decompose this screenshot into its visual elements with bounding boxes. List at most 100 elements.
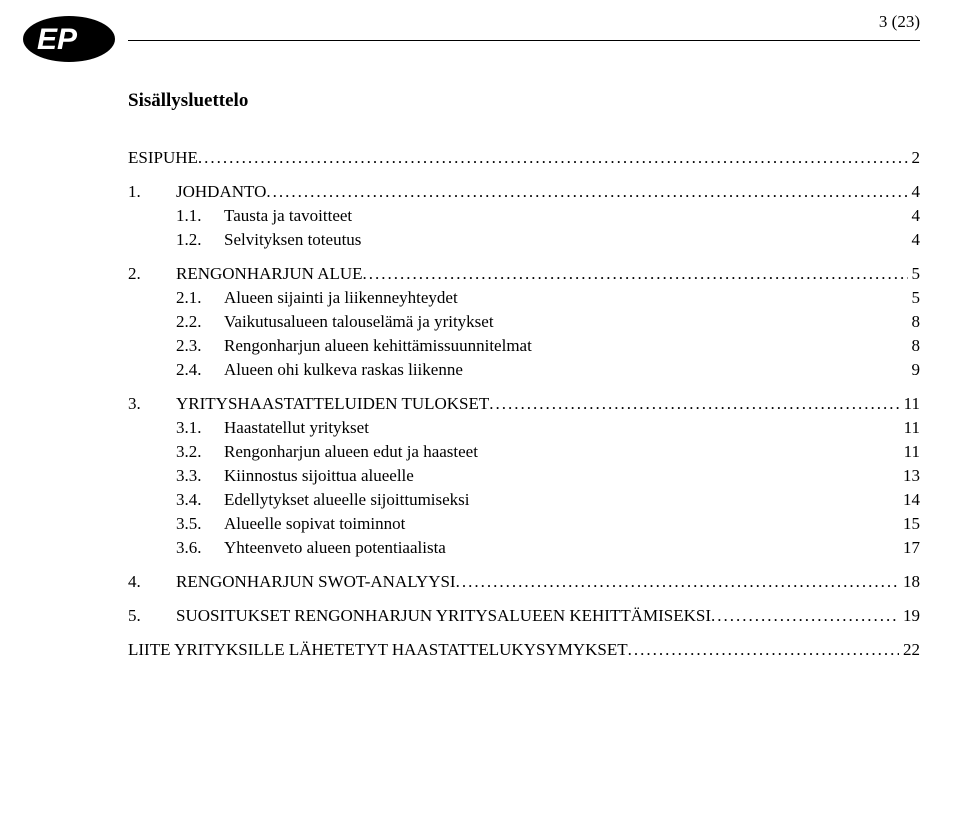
toc-entry: 1.2.Selvityksen toteutus 4	[128, 230, 920, 250]
toc-entry-title: ESIPUHE	[128, 148, 198, 167]
toc-entry-page: 5	[888, 288, 920, 308]
toc-entry: 3.1.Haastatellut yritykset 11	[128, 418, 920, 438]
page-number: 3 (23)	[879, 12, 920, 32]
toc-entry: 3.2.Rengonharjun alueen edut ja haasteet…	[128, 442, 920, 462]
toc-entry-title: Selvityksen toteutus	[224, 230, 361, 249]
toc-entry-page: 8	[888, 312, 920, 332]
toc-entry-label: 4.RENGONHARJUN SWOT-ANALYYSI	[128, 572, 456, 592]
toc-entry-title: Edellytykset alueelle sijoittumiseksi	[224, 490, 470, 509]
toc-entry: 3.3.Kiinnostus sijoittua alueelle13	[128, 466, 920, 486]
ep-logo-text: EP	[37, 23, 78, 56]
toc-entry-label: 5.SUOSITUKSET RENGONHARJUN YRITYSALUEEN …	[128, 606, 711, 626]
toc-entry-title: RENGONHARJUN ALUE	[176, 264, 363, 283]
toc-entry-title: RENGONHARJUN SWOT-ANALYYSI	[176, 572, 456, 591]
toc-entry-title: Vaikutusalueen talouselämä ja yritykset	[224, 312, 494, 331]
toc-entry-number: 3.2.	[176, 442, 224, 462]
toc-entry-label: 2.RENGONHARJUN ALUE	[128, 264, 363, 284]
toc-entry-title: LIITE YRITYKSILLE LÄHETETYT HAASTATTELUK…	[128, 640, 628, 659]
toc-entry-number: 2.1.	[176, 288, 224, 308]
toc-entry-number: 2.2.	[176, 312, 224, 332]
toc-entry: 2.2.Vaikutusalueen talouselämä ja yrityk…	[128, 312, 920, 332]
toc-entry-page: 15	[888, 514, 920, 534]
toc-entry-number: 1.1.	[176, 206, 224, 226]
ep-logo-svg: EP	[23, 16, 115, 62]
toc-entry-page: 4	[888, 206, 920, 226]
toc-entry-label: 3.3.Kiinnostus sijoittua alueelle	[176, 466, 414, 486]
toc-dot-leader	[711, 606, 899, 626]
toc-entry-number: 2.3.	[176, 336, 224, 356]
toc-entry: 2.4.Alueen ohi kulkeva raskas liikenne9	[128, 360, 920, 380]
toc-entry-page: 14	[888, 490, 920, 510]
toc-entry-page: 2	[908, 148, 921, 168]
toc-entry-label: ESIPUHE	[128, 148, 198, 168]
toc-entry-number: 2.	[128, 264, 176, 284]
toc-entry: 3.4.Edellytykset alueelle sijoittumiseks…	[128, 490, 920, 510]
toc-entry-title: YRITYSHAASTATTELUIDEN TULOKSET	[176, 394, 489, 413]
toc-entry-number: 3.3.	[176, 466, 224, 486]
toc-entry: 1.JOHDANTO 4	[128, 182, 920, 202]
toc-entry: LIITE YRITYKSILLE LÄHETETYT HAASTATTELUK…	[128, 640, 920, 660]
toc-dot-leader	[489, 394, 899, 414]
toc-entry-label: 1.1.Tausta ja tavoitteet	[176, 206, 352, 226]
toc-entry-page: 5	[908, 264, 921, 284]
toc-heading: Sisällysluettelo	[128, 90, 920, 112]
toc-entry-title: Tausta ja tavoitteet	[224, 206, 352, 225]
toc-entry-label: 3.1.Haastatellut yritykset	[176, 418, 369, 438]
toc-entry: 4.RENGONHARJUN SWOT-ANALYYSI 18	[128, 572, 920, 592]
content-area: Sisällysluettelo ESIPUHE 21.JOHDANTO 41.…	[128, 90, 920, 664]
toc-dot-leader	[266, 182, 907, 202]
header-rule	[128, 40, 920, 41]
toc-entry-title: Kiinnostus sijoittua alueelle	[224, 466, 414, 485]
toc-entry-title: Yhteenveto alueen potentiaalista	[224, 538, 446, 557]
toc-entry-page: 17	[888, 538, 920, 558]
toc-entry-number: 3.6.	[176, 538, 224, 558]
toc-entry-label: 2.2.Vaikutusalueen talouselämä ja yrityk…	[176, 312, 494, 332]
toc-entry-title: Rengonharjun alueen edut ja haasteet	[224, 442, 478, 461]
toc-entry-page: 11	[900, 394, 920, 414]
toc-entry: 2.3.Rengonharjun alueen kehittämissuunni…	[128, 336, 920, 356]
toc-entry-title: SUOSITUKSET RENGONHARJUN YRITYSALUEEN KE…	[176, 606, 711, 625]
ep-logo: EP	[23, 16, 115, 62]
toc-entry-number: 1.2.	[176, 230, 224, 250]
toc-entry: 5.SUOSITUKSET RENGONHARJUN YRITYSALUEEN …	[128, 606, 920, 626]
toc-entry-number: 3.	[128, 394, 176, 414]
toc-entry: 2.1.Alueen sijainti ja liikenneyhteydet 5	[128, 288, 920, 308]
document-page: EP 3 (23) Sisällysluettelo ESIPUHE 2 1.JO…	[0, 0, 960, 820]
toc-entry: 3.6.Yhteenveto alueen potentiaalista 17	[128, 538, 920, 558]
toc-entry-page: 4	[908, 182, 921, 202]
toc-entry-label: 2.1.Alueen sijainti ja liikenneyhteydet	[176, 288, 458, 308]
toc-entry: 3.YRITYSHAASTATTELUIDEN TULOKSET 11	[128, 394, 920, 414]
toc-entry-page: 8	[888, 336, 920, 356]
toc-entry-label: 2.4.Alueen ohi kulkeva raskas liikenne	[176, 360, 463, 380]
toc-entry-label: 3.5.Alueelle sopivat toiminnot	[176, 514, 405, 534]
toc-entry-title: JOHDANTO	[176, 182, 266, 201]
toc-dot-leader	[198, 148, 908, 168]
toc-entry-number: 5.	[128, 606, 176, 626]
toc-entry: 2.RENGONHARJUN ALUE 5	[128, 264, 920, 284]
toc-entry-label: 2.3.Rengonharjun alueen kehittämissuunni…	[176, 336, 532, 356]
toc-entry-title: Alueelle sopivat toiminnot	[224, 514, 405, 533]
toc-entry-page: 22	[899, 640, 920, 660]
toc-entry-label: 1.JOHDANTO	[128, 182, 266, 202]
toc-dot-leader	[628, 640, 899, 660]
toc-entry-page: 18	[899, 572, 920, 592]
toc-entry-number: 3.1.	[176, 418, 224, 438]
toc-entry-number: 1.	[128, 182, 176, 202]
toc-entry-page: 19	[899, 606, 920, 626]
toc-entry-label: LIITE YRITYKSILLE LÄHETETYT HAASTATTELUK…	[128, 640, 628, 660]
toc-entry-title: Haastatellut yritykset	[224, 418, 369, 437]
toc-dot-leader	[456, 572, 899, 592]
toc-entry-number: 2.4.	[176, 360, 224, 380]
toc-entry: ESIPUHE 2	[128, 148, 920, 168]
toc-entry-page: 4	[888, 230, 920, 250]
table-of-contents: ESIPUHE 21.JOHDANTO 41.1.Tausta ja tavoi…	[128, 148, 920, 660]
toc-entry-label: 3.YRITYSHAASTATTELUIDEN TULOKSET	[128, 394, 489, 414]
toc-entry: 1.1.Tausta ja tavoitteet 4	[128, 206, 920, 226]
toc-entry: 3.5.Alueelle sopivat toiminnot 15	[128, 514, 920, 534]
toc-dot-leader	[363, 264, 908, 284]
toc-entry-page: 11	[888, 418, 920, 438]
toc-entry-number: 4.	[128, 572, 176, 592]
toc-entry-title: Rengonharjun alueen kehittämissuunnitelm…	[224, 336, 532, 355]
toc-entry-number: 3.5.	[176, 514, 224, 534]
toc-entry-title: Alueen ohi kulkeva raskas liikenne	[224, 360, 463, 379]
